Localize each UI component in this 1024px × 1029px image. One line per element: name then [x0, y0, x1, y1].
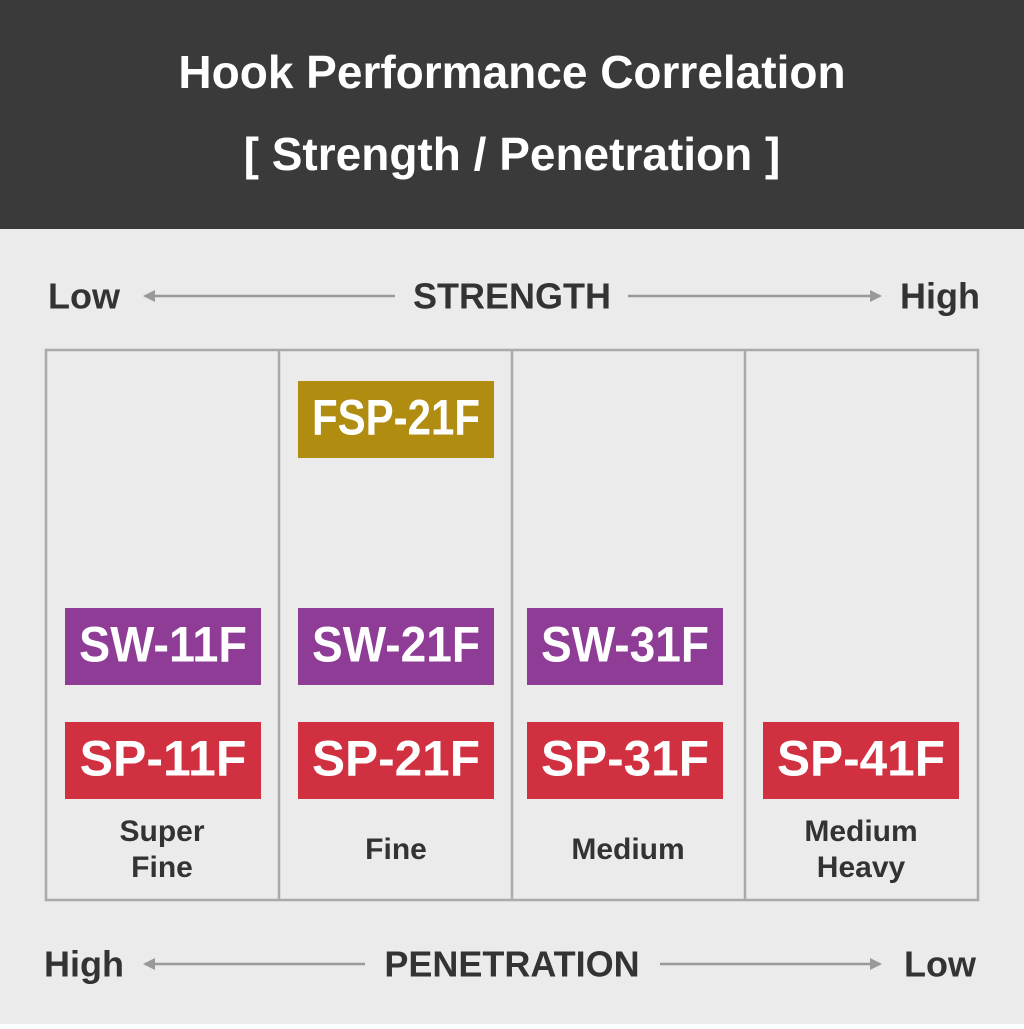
axis-end-label: Low	[48, 276, 121, 317]
hook-badge	[527, 608, 723, 685]
column-label: Medium	[804, 815, 917, 848]
hook-badge	[298, 722, 494, 799]
cells: FSP-21F SW-11F SW-21F SW-31F SP-11F SP-21F SP-…	[65, 381, 959, 884]
axis-label: STRENGTH	[413, 276, 611, 317]
badge-label: SP-41F	[777, 731, 945, 787]
hook-badge	[298, 608, 494, 685]
hook-badge	[65, 608, 261, 685]
column-label: Super	[119, 815, 204, 848]
hook-badge	[298, 381, 494, 458]
axis-label: PENETRATION	[384, 944, 639, 985]
column-label: Fine	[131, 851, 193, 884]
badge-label: SP-11F	[80, 731, 247, 787]
badge-label: SW-11F	[79, 617, 247, 673]
axis-end-label: High	[900, 276, 980, 317]
badge-label: SP-31F	[541, 731, 709, 787]
title-line: Hook Performance Correlation	[178, 46, 845, 98]
badge-label: FSP-21F	[312, 390, 480, 446]
column-label: Medium	[571, 833, 684, 866]
badge-label: SW-21F	[312, 617, 480, 673]
hook-badge	[527, 722, 723, 799]
badge-label: SP-21F	[312, 731, 480, 787]
badge-label: SW-31F	[541, 617, 709, 673]
header-bar	[0, 0, 1024, 229]
axis-end-label: High	[44, 944, 124, 985]
hook-badge	[65, 722, 261, 799]
hook-badge	[763, 722, 959, 799]
column-label: Fine	[365, 833, 427, 866]
title-line: [ Strength / Penetration ]	[244, 128, 781, 180]
column-label: Heavy	[817, 851, 906, 884]
axis-end-label: Low	[904, 944, 977, 985]
